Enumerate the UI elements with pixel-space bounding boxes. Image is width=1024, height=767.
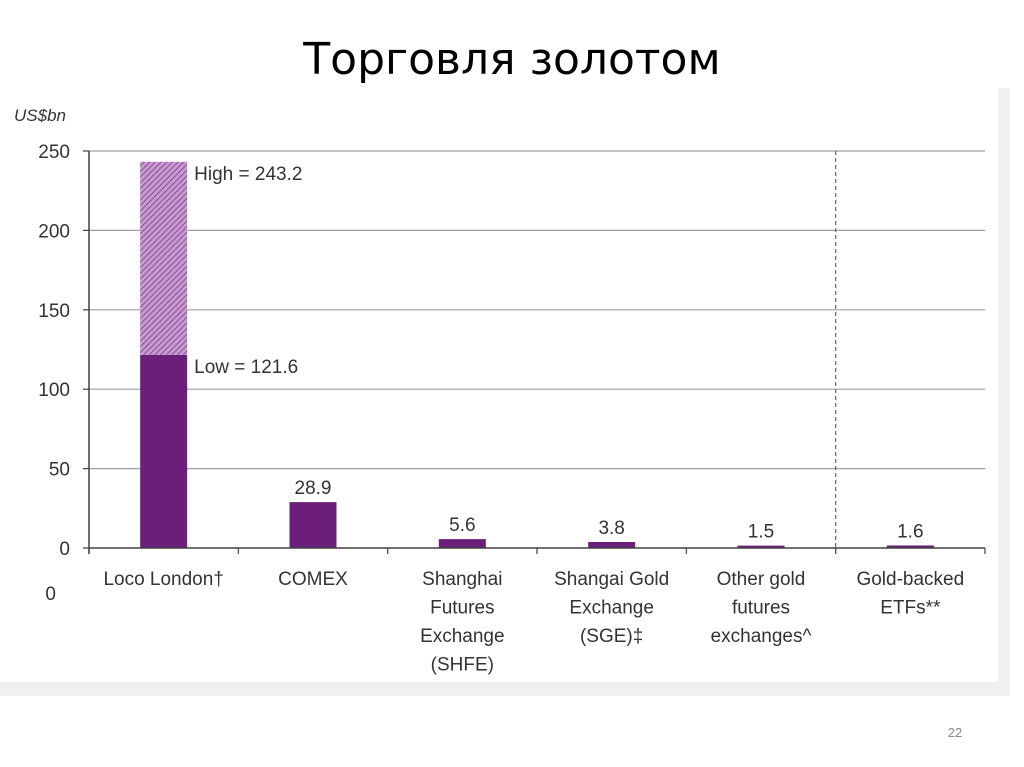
annotation-label: Low = 121.6 [194,357,298,378]
category-label: Exchange [420,626,505,647]
category-label: (SGE)‡ [580,626,643,647]
panel-edge-bottom [0,682,1010,696]
labels: US$bn 0 50 100 150 200 250 0 Loco London† 28.9 COM… [14,106,964,676]
page-number: 22 [947,725,963,740]
category-label: Exchange [569,598,654,619]
extra-axis-label: 0 [45,584,56,605]
category-label: Other gold [717,569,806,590]
bars [140,161,934,548]
category-label: Gold-backed [856,569,964,590]
y-tick-label: 200 [38,221,70,242]
y-axis-label: US$bn [14,106,66,125]
data-label: 3.8 [598,518,624,539]
category-label: exchanges^ [711,626,812,647]
y-tick-label: 100 [38,380,70,401]
data-label: 1.6 [897,521,923,542]
category-label: Futures [430,598,494,619]
category-label: ETFs** [880,598,941,619]
data-label: 28.9 [295,478,332,499]
y-tick-label: 50 [49,460,70,481]
category-label: (SHFE) [431,655,494,676]
y-tick-label: 150 [38,301,70,322]
category-label: Shangai Gold [554,569,669,590]
bar-low [438,539,486,548]
y-tick-label: 250 [38,142,70,163]
bar-chart: US$bn 0 50 100 150 200 250 0 Loco London† 28.9 COM… [14,106,986,676]
category-label: Shanghai [422,569,502,590]
bar-low [737,545,785,548]
slide-title: Торговля золотом [303,34,721,85]
bar-low [588,541,636,548]
axes [83,150,986,554]
category-label: Loco London† [103,569,223,590]
data-label: 5.6 [449,515,475,536]
bar-low [289,502,337,548]
category-label: COMEX [278,569,348,590]
y-tick-label: 0 [59,539,70,560]
bar-high-range [140,161,188,355]
bar-low [140,354,188,548]
data-label: 1.5 [748,522,774,543]
category-label: futures [732,598,790,619]
bar-low [886,545,934,548]
annotation-label: High = 243.2 [194,164,302,185]
gridlines [89,150,985,470]
panel-edge-right [998,88,1010,695]
